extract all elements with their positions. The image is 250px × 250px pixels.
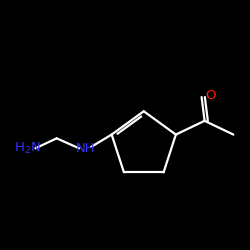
Text: NH: NH: [76, 142, 95, 155]
Text: H$_2$N: H$_2$N: [14, 141, 41, 156]
Text: O: O: [206, 89, 216, 102]
